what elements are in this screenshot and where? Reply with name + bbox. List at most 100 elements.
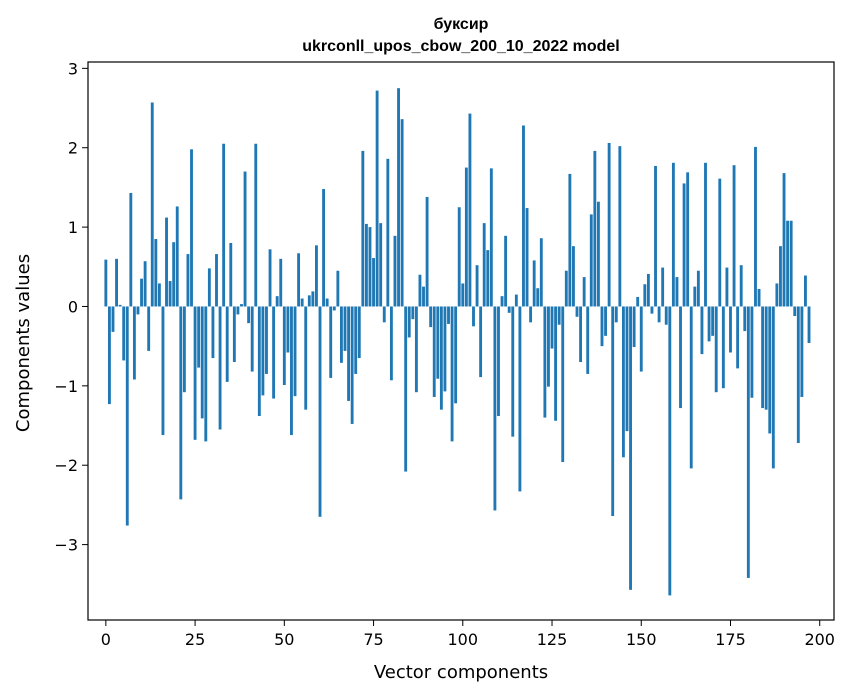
bar <box>796 306 800 443</box>
bar <box>682 183 686 307</box>
bar <box>293 306 297 397</box>
bar <box>322 189 326 307</box>
bar <box>607 142 611 307</box>
bar <box>418 274 422 307</box>
bar <box>543 306 547 418</box>
bar <box>789 220 793 307</box>
bar <box>368 227 372 307</box>
bar <box>329 306 333 378</box>
bar <box>429 306 433 328</box>
bar <box>729 306 732 353</box>
bar <box>522 125 525 307</box>
bar <box>318 306 322 517</box>
bar <box>236 306 240 315</box>
bar <box>304 306 308 410</box>
bar <box>414 306 418 393</box>
bar <box>671 162 675 307</box>
bar <box>575 306 579 317</box>
bar <box>529 306 533 323</box>
bar <box>350 306 354 424</box>
bar <box>265 306 268 374</box>
bar <box>564 270 568 307</box>
bar <box>450 306 454 442</box>
bar <box>489 168 493 307</box>
bar <box>693 286 697 307</box>
bar <box>771 306 775 469</box>
bar <box>582 277 586 307</box>
chart-title: буксир <box>434 16 489 33</box>
bar <box>525 208 529 307</box>
bar <box>300 298 304 307</box>
bar <box>361 150 365 307</box>
bar <box>786 220 790 307</box>
bar <box>336 270 340 307</box>
bar <box>129 192 133 307</box>
bar <box>457 207 461 307</box>
bar <box>232 306 236 363</box>
bar <box>696 270 700 307</box>
plot-frame <box>87 61 835 621</box>
bar <box>507 306 511 313</box>
bar <box>340 306 343 363</box>
bar <box>482 223 486 307</box>
bar <box>411 306 415 320</box>
bar <box>768 306 772 434</box>
x-tick-label: 175 <box>715 630 746 649</box>
bar <box>268 249 272 307</box>
bar <box>707 306 711 342</box>
bar <box>750 306 754 398</box>
bar <box>554 306 558 421</box>
bar <box>621 306 625 458</box>
bar <box>118 304 122 307</box>
bar <box>222 143 226 307</box>
bar <box>432 306 436 397</box>
bar <box>732 165 736 307</box>
bar <box>275 296 279 307</box>
bar <box>111 306 115 332</box>
bar <box>454 306 458 404</box>
bar <box>140 278 143 307</box>
bar <box>104 259 108 307</box>
y-tick-label: −1 <box>54 377 78 396</box>
bar <box>422 286 425 307</box>
bar <box>182 306 186 393</box>
bar <box>254 143 258 307</box>
bar <box>207 268 211 307</box>
bar <box>539 238 543 307</box>
bar <box>632 306 636 347</box>
bar <box>561 306 565 463</box>
bar <box>497 306 500 417</box>
bar <box>343 306 347 351</box>
bar <box>425 196 429 307</box>
bar <box>721 306 725 389</box>
bar <box>775 283 779 307</box>
bar <box>757 289 761 307</box>
bar <box>447 306 450 324</box>
bar <box>393 235 397 307</box>
bar <box>568 173 572 307</box>
x-tick-label: 0 <box>101 630 111 649</box>
bar <box>572 246 575 307</box>
y-tick-label: 2 <box>68 139 78 158</box>
bar <box>325 298 329 307</box>
bar <box>136 306 140 315</box>
x-tick-label: 150 <box>626 630 657 649</box>
bar <box>464 167 468 307</box>
bar <box>718 178 722 307</box>
bar <box>357 306 361 359</box>
bar <box>240 304 243 307</box>
bar <box>664 306 668 325</box>
x-axis-label: Vector components <box>374 662 548 683</box>
bar <box>475 265 479 307</box>
bar <box>186 254 190 307</box>
bar <box>668 306 672 596</box>
bar <box>557 306 561 325</box>
bar <box>761 306 765 409</box>
bar <box>804 275 807 307</box>
bar <box>711 306 715 336</box>
bar <box>257 306 261 417</box>
bar <box>614 306 618 323</box>
y-tick-label: −2 <box>54 456 78 475</box>
bar <box>654 165 657 307</box>
